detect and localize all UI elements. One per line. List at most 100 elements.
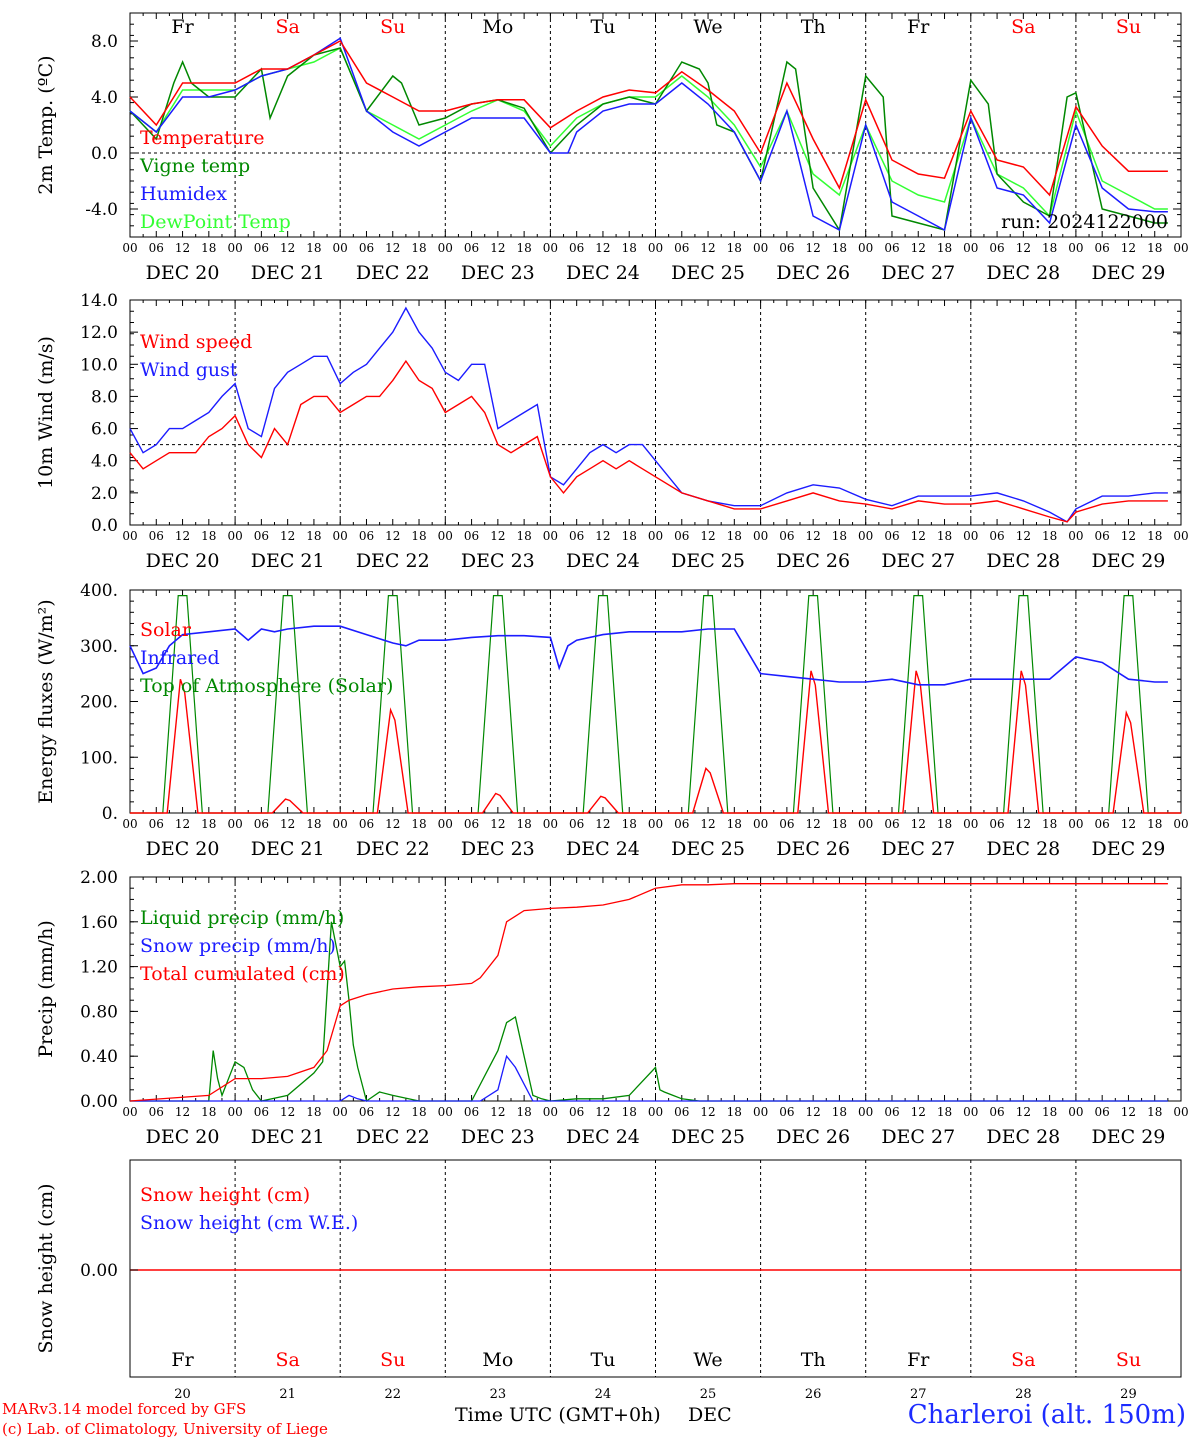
legend-entry: Humidex — [140, 183, 227, 205]
day-name: Mo — [482, 16, 513, 38]
y-tick-label: 10.0 — [80, 355, 118, 375]
hour-tick-label: 18 — [306, 1105, 321, 1119]
hour-tick-label: 00 — [122, 241, 137, 255]
day-number: 25 — [700, 1387, 717, 1402]
hour-tick-label: 12 — [1016, 241, 1031, 255]
date-label: DEC 20 — [146, 550, 220, 572]
hour-tick-label: 12 — [700, 817, 715, 831]
panel-4: 00 06 12 18 DEC 20 00 06 12 18 DEC 21 00 06 12 18 DEC … — [35, 868, 1189, 1148]
y-tick-label: 200. — [80, 693, 118, 713]
hour-tick-label: 18 — [201, 817, 216, 831]
date-label: DEC 23 — [461, 262, 535, 284]
date-label: DEC 23 — [461, 838, 535, 860]
hour-tick-label: 12 — [175, 529, 190, 543]
series-line-solar — [130, 670, 1181, 814]
legend-entry: Snow height (cm W.E.) — [140, 1212, 358, 1234]
hour-tick-label: 06 — [149, 529, 164, 543]
hour-tick-label: 00 — [753, 1105, 768, 1119]
date-label: DEC 20 — [146, 262, 220, 284]
date-label: DEC 29 — [1092, 550, 1166, 572]
hour-tick-label: 06 — [779, 817, 794, 831]
hour-tick-label: 18 — [516, 817, 531, 831]
hour-tick-label: 06 — [464, 241, 479, 255]
hour-tick-label: 06 — [149, 817, 164, 831]
series-line-snow — [130, 1054, 1168, 1102]
y-tick-label: 1.60 — [80, 913, 118, 933]
hour-tick-label: 12 — [280, 241, 295, 255]
day-number: 29 — [1120, 1387, 1137, 1402]
day-number: 27 — [910, 1387, 927, 1402]
hour-tick-label: 00 — [122, 817, 137, 831]
hour-tick-label: 00 — [648, 1105, 663, 1119]
hour-tick-label: 18 — [411, 817, 426, 831]
hour-tick-label: 06 — [779, 241, 794, 255]
hour-tick-label: 06 — [359, 241, 374, 255]
hour-tick-label: 06 — [149, 241, 164, 255]
hour-tick-label: 00 — [648, 529, 663, 543]
hour-tick-label: 18 — [937, 529, 952, 543]
hour-tick-label: 12 — [806, 1105, 821, 1119]
hour-tick-label: 12 — [1121, 817, 1136, 831]
hour-tick-label: 12 — [1121, 1105, 1136, 1119]
hour-tick-label: 18 — [201, 529, 216, 543]
hour-tick-label: 12 — [911, 1105, 926, 1119]
hour-tick-label: 06 — [674, 529, 689, 543]
y-tick-label: 0.00 — [80, 1092, 118, 1112]
y-tick-label: 8.0 — [91, 32, 118, 52]
hour-tick-label: 18 — [622, 817, 637, 831]
y-tick-label: 100. — [80, 748, 118, 768]
date-label: DEC 29 — [1092, 262, 1166, 284]
hour-tick-label: 18 — [937, 1105, 952, 1119]
hour-tick-label: 12 — [595, 529, 610, 543]
date-label: DEC 24 — [566, 262, 640, 284]
date-label: DEC 26 — [776, 550, 850, 572]
hour-tick-label: 00 — [963, 817, 978, 831]
day-number: 21 — [279, 1387, 296, 1402]
y-tick-label: 0. — [102, 804, 118, 824]
y-tick-label: 300. — [80, 637, 118, 657]
legend-entry: Vigne temp — [139, 155, 250, 177]
y-tick-label: 4.0 — [91, 88, 118, 108]
hour-tick-label: 06 — [1095, 817, 1110, 831]
hour-tick-label: 00 — [753, 817, 768, 831]
date-label: DEC 29 — [1092, 838, 1166, 860]
hour-tick-label: 06 — [149, 1105, 164, 1119]
day-name: Th — [801, 1349, 826, 1371]
hour-tick-label: 18 — [1042, 529, 1057, 543]
hour-tick-label: 00 — [333, 241, 348, 255]
day-name: We — [693, 1349, 722, 1371]
date-label: DEC 20 — [146, 838, 220, 860]
date-label: DEC 28 — [986, 1126, 1060, 1148]
day-name: Fr — [171, 1349, 194, 1371]
date-label: DEC 27 — [881, 262, 955, 284]
hour-tick-label: 12 — [806, 817, 821, 831]
hour-tick-label: 18 — [1042, 1105, 1057, 1119]
x-axis-month: DEC — [688, 1404, 732, 1426]
hour-tick-label: 18 — [937, 817, 952, 831]
hour-tick-label: 00 — [1068, 241, 1083, 255]
hour-tick-label: 06 — [674, 817, 689, 831]
hour-tick-label: 06 — [989, 241, 1004, 255]
day-name: Tu — [590, 16, 615, 38]
legend-entry: Total cumulated (cm) — [140, 963, 345, 985]
day-name: Sa — [1011, 16, 1035, 38]
hour-tick-label: 12 — [700, 241, 715, 255]
hour-tick-label: 06 — [1095, 529, 1110, 543]
day-number: 24 — [595, 1387, 612, 1402]
legend-entry: Infrared — [140, 647, 220, 669]
date-label: DEC 22 — [356, 550, 430, 572]
date-label: DEC 25 — [671, 262, 745, 284]
day-name: Sa — [275, 1349, 299, 1371]
y-tick-label: 0.0 — [91, 144, 118, 164]
date-label: DEC 28 — [986, 838, 1060, 860]
hour-tick-label: 06 — [779, 1105, 794, 1119]
hour-tick-label: 06 — [464, 529, 479, 543]
y-tick-label: 8.0 — [91, 387, 118, 407]
hour-tick-label: 18 — [622, 1105, 637, 1119]
hour-tick-label: 00 — [1173, 1105, 1188, 1119]
hour-tick-label: 06 — [989, 1105, 1004, 1119]
hour-tick-label: 18 — [1042, 817, 1057, 831]
day-name: Fr — [907, 1349, 930, 1371]
panel-5: 0.00 Snow height (cm) Snow height (cm) Snow… — [35, 1159, 1182, 1402]
hour-tick-label: 12 — [490, 529, 505, 543]
